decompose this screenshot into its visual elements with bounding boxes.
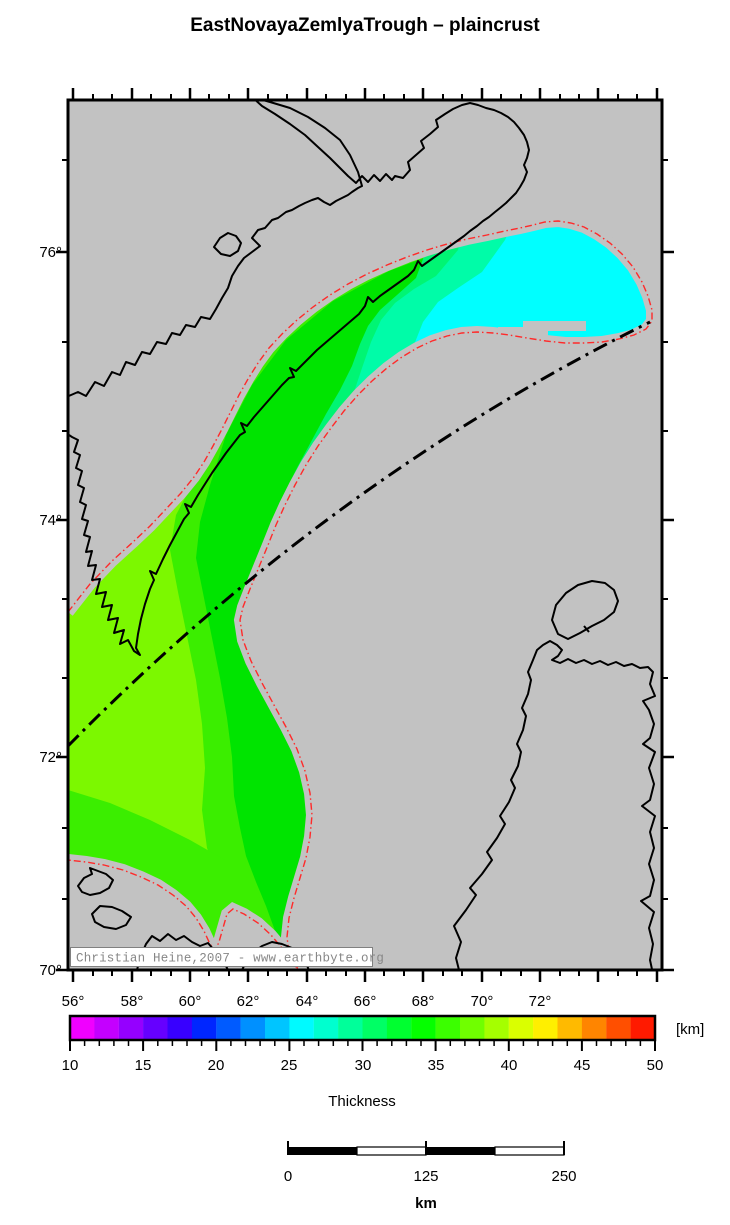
y-tick-label: 74°	[39, 512, 62, 529]
scale-segment-white	[356, 1146, 427, 1156]
x-tick-label: 60°	[179, 993, 202, 1010]
colorbar-segments	[70, 1016, 655, 1040]
colorbar-segment	[265, 1016, 290, 1040]
colorbar-segment	[386, 1016, 412, 1040]
y-tick-label: 70°	[39, 962, 62, 979]
mainland-coastline	[453, 640, 656, 970]
vaygach-island-coastline	[551, 580, 619, 640]
colorbar-segment	[289, 1016, 314, 1040]
scale-bar: 0 125 250 km	[284, 1141, 577, 1212]
y-axis-major-ticks	[56, 250, 674, 972]
colorbar-tick-label: 10	[62, 1057, 79, 1074]
y-tick-label: 72°	[39, 749, 62, 766]
colorbar-segment	[533, 1016, 558, 1040]
y-axis-minor-ticks	[62, 159, 668, 900]
scale-segment-black	[288, 1147, 357, 1155]
strait-islets	[77, 867, 132, 930]
x-tick-label: 64°	[296, 993, 319, 1010]
copyright-text: Christian Heine,2007 - www.earthbyte.org	[76, 952, 384, 966]
x-tick-label: 66°	[354, 993, 377, 1010]
colorbar-segment	[606, 1016, 631, 1040]
x-tick-label: 70°	[471, 993, 494, 1010]
colorbar: 10 15 20 25 30 35 40 45 50 [km] Thicknes…	[62, 1014, 704, 1110]
colorbar-segment	[240, 1016, 266, 1040]
colorbar-minor-ticks	[83, 1040, 642, 1046]
x-axis-minor-ticks	[92, 94, 638, 976]
colorbar-tick-label: 45	[574, 1057, 591, 1074]
colorbar-tick-label: 40	[501, 1057, 518, 1074]
colorbar-segment	[70, 1016, 95, 1040]
x-axis-major-ticks	[71, 88, 659, 982]
colorbar-unit: [km]	[676, 1021, 704, 1038]
x-tick-label: 72°	[529, 993, 552, 1010]
x-axis-labels: 56° 58° 60° 62° 64° 66° 68° 70° 72°	[62, 993, 552, 1010]
scale-unit-label: km	[415, 1195, 437, 1212]
colorbar-tick-label: 50	[647, 1057, 664, 1074]
geodesic-line	[68, 320, 651, 748]
colorbar-segment	[338, 1016, 363, 1040]
x-tick-label: 68°	[412, 993, 435, 1010]
colorbar-segment	[118, 1016, 144, 1040]
colorbar-segment	[362, 1016, 387, 1040]
colorbar-segment	[484, 1016, 509, 1040]
x-tick-label: 56°	[62, 993, 85, 1010]
colorbar-segment	[630, 1016, 655, 1040]
scale-bar-ticks	[287, 1141, 565, 1155]
colorbar-segment	[313, 1016, 339, 1040]
colorbar-tick-label: 20	[208, 1057, 225, 1074]
scale-segment-black	[426, 1147, 495, 1155]
scale-segment-white	[494, 1146, 565, 1156]
colorbar-segment	[94, 1016, 119, 1040]
colorbar-segment	[143, 1016, 168, 1040]
copyright-box	[70, 947, 373, 967]
colorbar-tick-label: 25	[281, 1057, 298, 1074]
novaya-zemlya-coastline	[68, 100, 530, 656]
colorbar-tick-label: 15	[135, 1057, 152, 1074]
colorbar-tick-label: 30	[355, 1057, 372, 1074]
x-tick-label: 62°	[237, 993, 260, 1010]
colorbar-segment	[216, 1016, 241, 1040]
scale-tick-label: 0	[284, 1168, 292, 1185]
colorbar-major-ticks	[69, 1040, 656, 1051]
colorbar-segment	[508, 1016, 534, 1040]
colorbar-segment	[581, 1016, 607, 1040]
colorbar-segment	[167, 1016, 192, 1040]
coastal-lagoon-loop	[213, 232, 242, 257]
colorbar-segment	[460, 1016, 485, 1040]
page-title: EastNovayaZemlyaTrough – plaincrust	[190, 15, 540, 36]
colorbar-segment	[557, 1016, 582, 1040]
colorbar-segment	[191, 1016, 217, 1040]
colorbar-tick-label: 35	[428, 1057, 445, 1074]
scale-tick-label: 250	[551, 1168, 576, 1185]
x-tick-label: 58°	[121, 993, 144, 1010]
colorbar-tick-labels: 10 15 20 25 30 35 40 45 50	[62, 1057, 664, 1074]
y-axis-labels: 76° 74° 72° 70°	[39, 244, 62, 979]
map-canvas: Christian Heine,2007 - www.earthbyte.org	[68, 100, 662, 970]
colorbar-title: Thickness	[328, 1093, 396, 1110]
scale-tick-label: 125	[413, 1168, 438, 1185]
colorbar-segment	[411, 1016, 436, 1040]
y-tick-label: 76°	[39, 244, 62, 261]
colorbar-segment	[435, 1016, 461, 1040]
